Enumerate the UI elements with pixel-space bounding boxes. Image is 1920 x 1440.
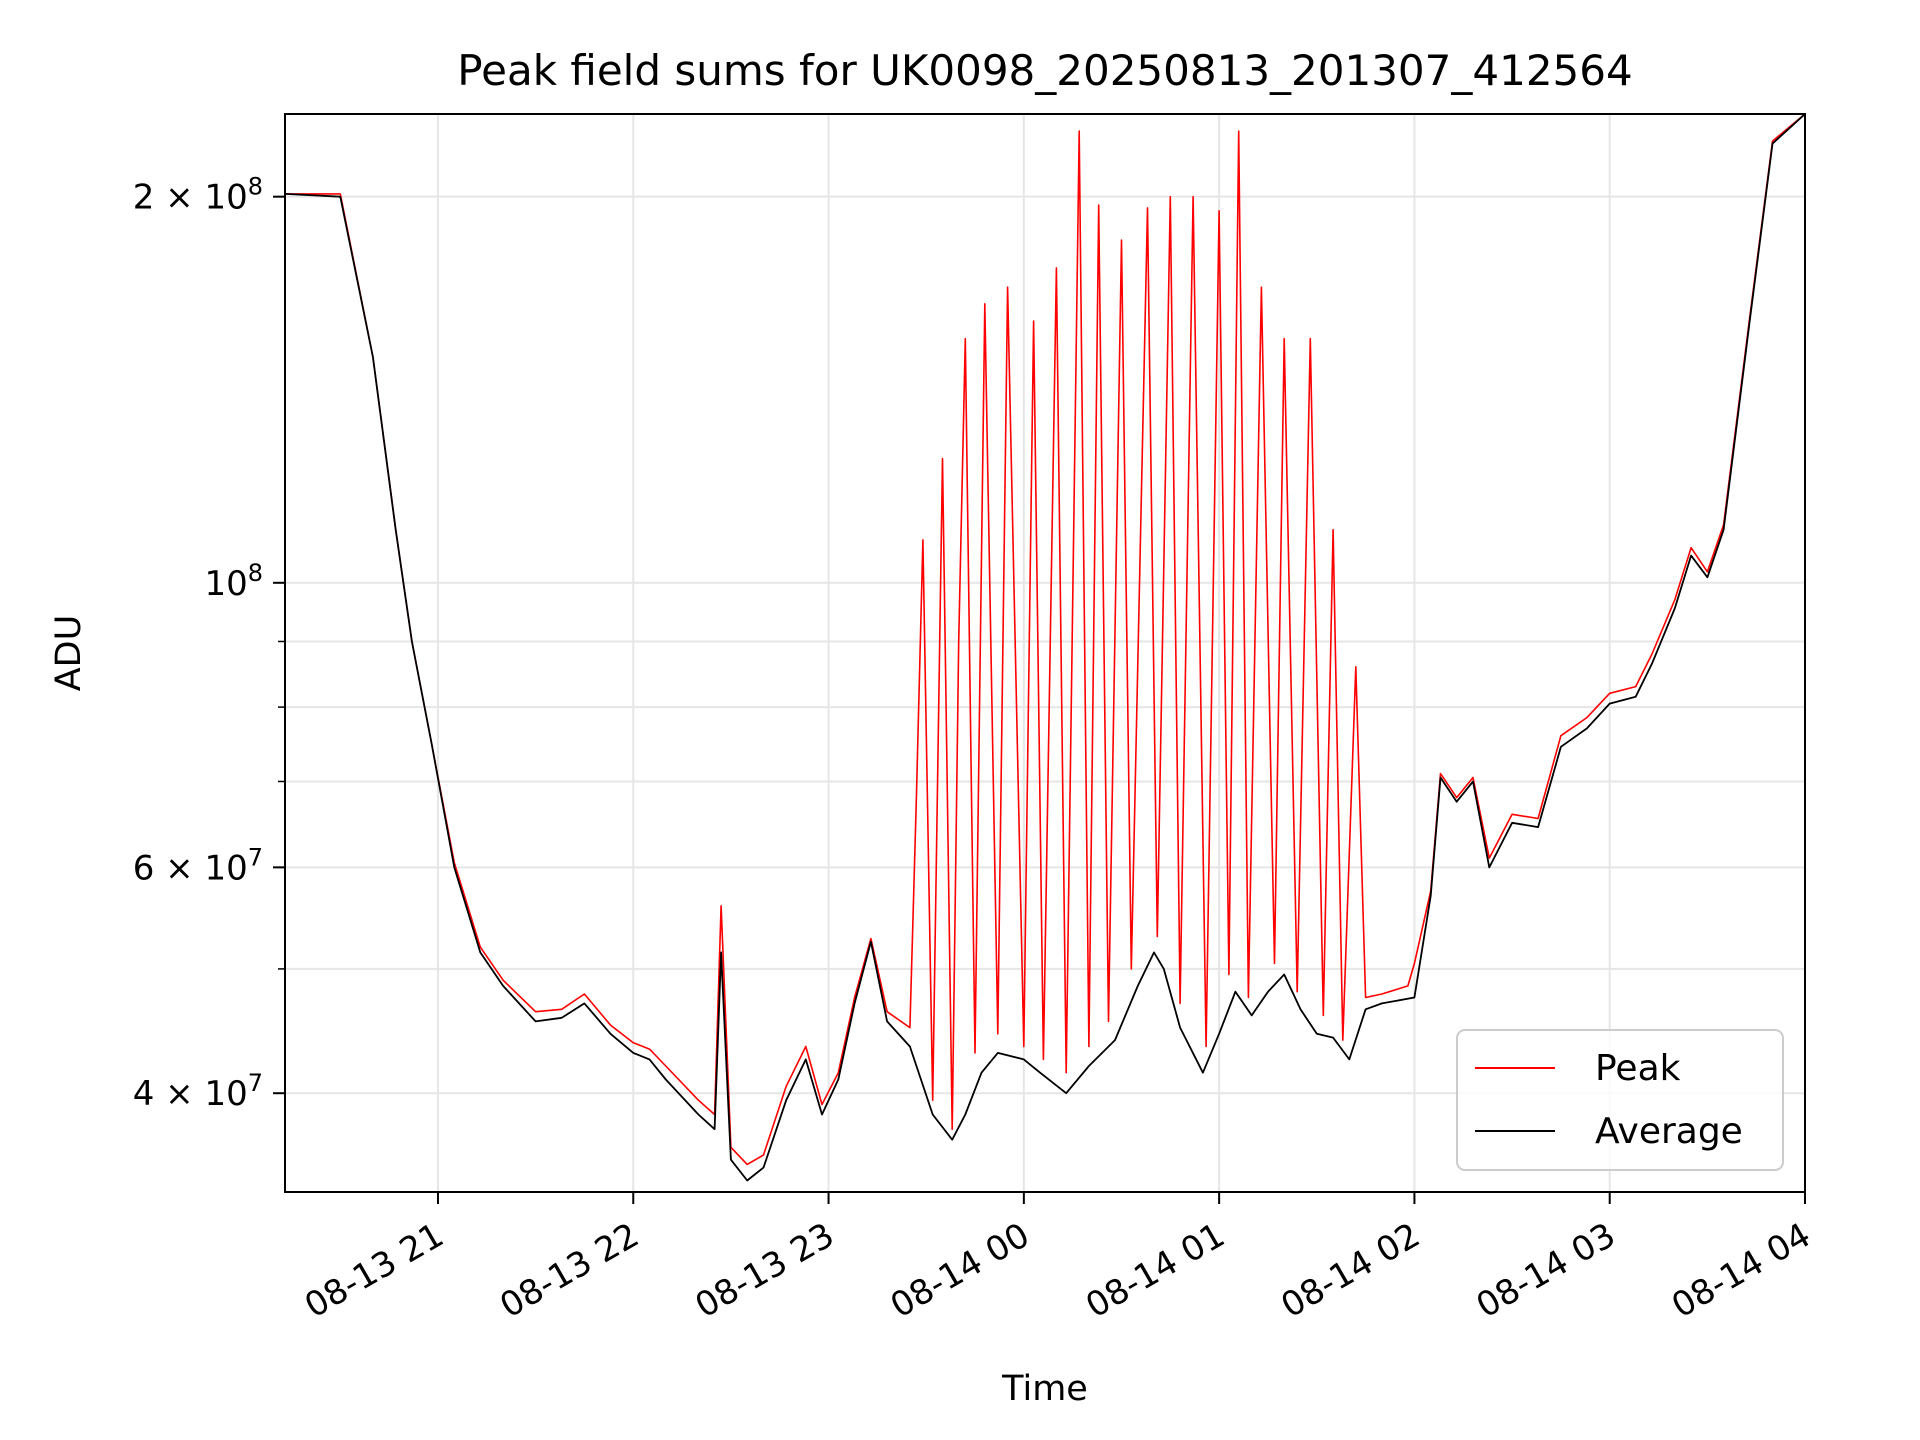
x-axis-label: Time: [1001, 1369, 1088, 1409]
grid: [285, 114, 1806, 1192]
legend-average-label: Average: [1595, 1111, 1743, 1152]
series-line-average: [284, 113, 1806, 1182]
legend-box: [1456, 1029, 1784, 1171]
chart-title: Peak field sums for UK0098_20250813_2013…: [457, 46, 1632, 95]
y-axis-label: ADU: [49, 615, 89, 692]
legend-peak-label: Peak: [1595, 1048, 1681, 1089]
y-tick-label: 2 × 108: [133, 173, 263, 218]
plot-frame: [284, 113, 1806, 1193]
series-line-peak: [285, 113, 1806, 1166]
plot-series: [284, 113, 1806, 1182]
y-tick-label: 4 × 107: [133, 1069, 263, 1114]
legend: Peak Average: [1456, 1029, 1784, 1171]
y-tick-label: 6 × 107: [133, 843, 263, 888]
